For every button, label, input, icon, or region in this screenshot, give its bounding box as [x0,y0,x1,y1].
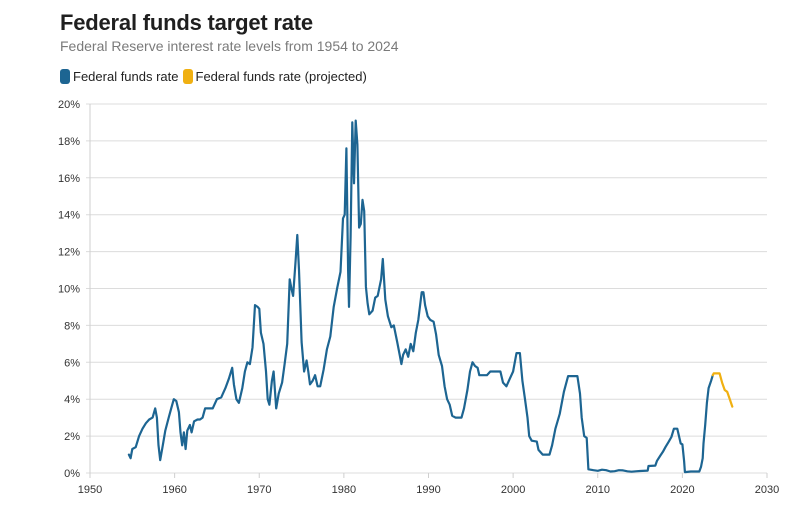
x-tick-label: 1960 [162,484,186,496]
legend-swatch-projected [182,69,193,84]
grid-lines [86,103,767,474]
legend-swatch-actual [60,69,70,84]
y-tick-label: 8% [64,320,80,332]
series-line-projected [711,372,734,408]
y-tick-label: 4% [64,394,80,406]
legend-label-projected: Federal funds rate (projected) [195,69,367,84]
x-tick-label: 2020 [670,484,694,496]
legend-item-projected[interactable]: Federal funds rate (projected) [182,69,367,84]
legend-item-actual[interactable]: Federal funds rate [60,69,179,84]
y-tick-label: 16% [58,173,80,185]
y-tick-label: 0% [64,468,80,480]
y-tick-label: 14% [58,210,80,222]
y-tick-label: 12% [58,247,80,259]
x-tick-label: 1980 [332,484,356,496]
x-tick-label: 2000 [501,484,525,496]
y-tick-label: 6% [64,357,80,369]
legend-label-actual: Federal funds rate [73,69,179,84]
x-tick-label: 1990 [416,484,440,496]
y-tick-label: 20% [58,99,80,111]
x-tick-label: 2030 [755,484,779,496]
y-tick-label: 18% [58,136,80,148]
chart-subtitle: Federal Reserve interest rate levels fro… [60,38,399,54]
y-tick-label: 10% [58,284,80,296]
series-lines [127,119,734,474]
series-line-actual [127,119,714,474]
chart-title: Federal funds target rate [60,10,313,35]
x-tick-label: 1950 [78,484,102,496]
legend: Federal funds rate Federal funds rate (p… [60,69,371,84]
x-axis-labels: 1950 1960 1970 1980 1990 2000 2010 2020 2030 [78,484,779,496]
y-tick-label: 2% [64,431,80,443]
x-tick-label: 1970 [247,484,271,496]
axes [89,104,768,478]
x-tick-label: 2010 [586,484,610,496]
y-axis-labels: 0% 2% 4% 6% 8% 10% 12% 14% 16% 18% 20% [58,99,80,480]
